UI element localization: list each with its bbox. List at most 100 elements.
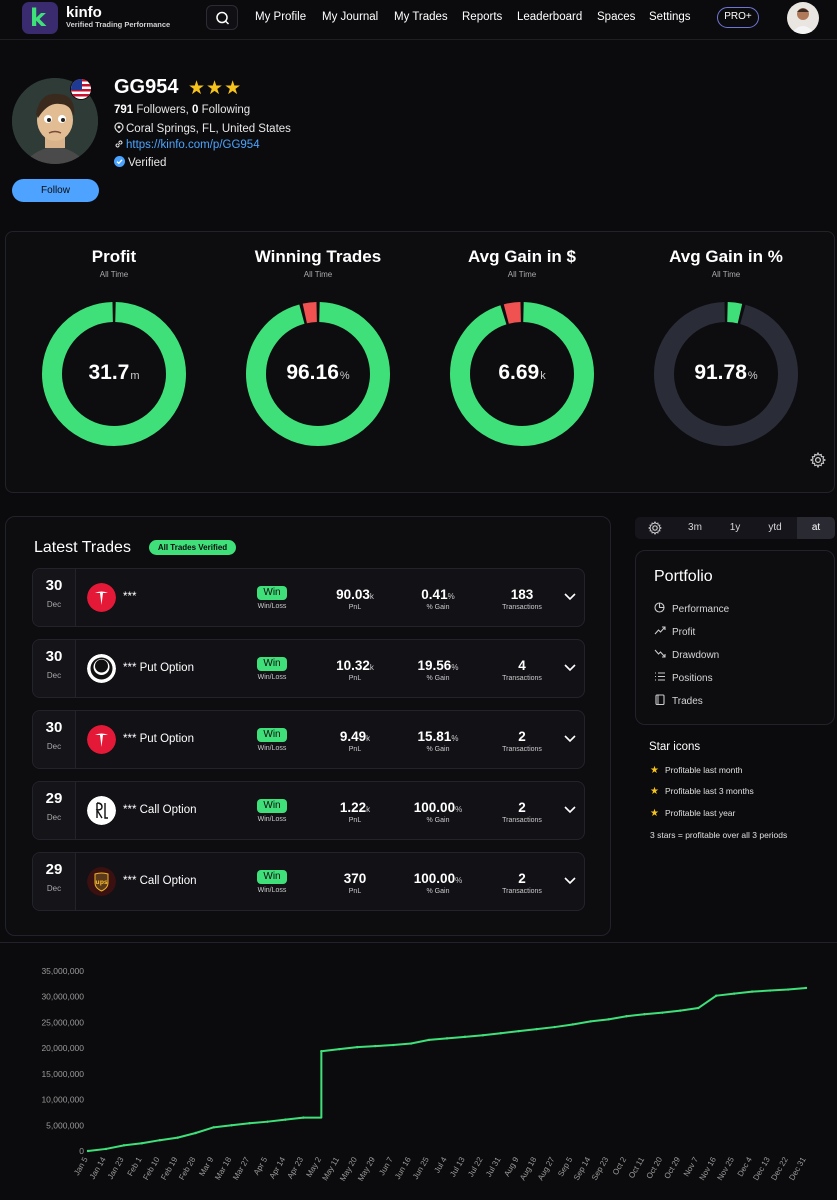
nav-my-trades[interactable]: My Trades (394, 11, 448, 23)
profit-data-point (715, 994, 718, 997)
profit-data-point (158, 1139, 161, 1142)
gain-label: % Gain (426, 604, 450, 611)
win-loss-label: Win/Loss (257, 674, 287, 681)
x-tick-label: Jul 22 (466, 1155, 485, 1178)
kinfo-logo[interactable]: k (22, 2, 58, 34)
profile-url-link[interactable]: https://kinfo.com/p/GG954 (126, 139, 260, 151)
portfolio-positions-link[interactable]: Positions (654, 671, 713, 684)
donut-track-segment (654, 302, 798, 446)
all-trades-verified-badge: All Trades Verified (149, 540, 236, 555)
x-tick-label: Jun 7 (377, 1155, 395, 1177)
timeframe-gear-icon[interactable] (641, 517, 669, 539)
trade-date: 30 Dec (33, 711, 76, 768)
transactions-value: 2 (518, 729, 526, 744)
nav-my-profile[interactable]: My Profile (255, 11, 307, 23)
expand-chevron-down-icon[interactable] (564, 664, 576, 672)
donut-winning (246, 302, 390, 446)
pro-plus-button[interactable]: PRO+ (717, 7, 759, 28)
expand-chevron-down-icon[interactable] (564, 877, 576, 885)
profit-data-point (176, 1136, 179, 1139)
trade-row[interactable]: 29 Dec ups *** Call Option Win Win/Loss … (32, 852, 585, 911)
win-badge: Win (257, 728, 287, 742)
portfolio-performance-link[interactable]: Performance (654, 602, 729, 615)
trade-row[interactable]: 29 Dec *** Call Option Win Win/Loss 1.22… (32, 781, 585, 840)
nav-leaderboard[interactable]: Leaderboard (517, 11, 583, 23)
profit-data-point (625, 1015, 628, 1018)
trade-row[interactable]: 30 Dec *** Win Win/Loss 90.03k PnL 0.41%… (32, 568, 585, 627)
star-icon: ★ (650, 808, 659, 819)
search-icon (216, 11, 230, 25)
trade-day: 29 (45, 790, 63, 807)
star-icons-note: 3 stars = profitable over all 3 periods (650, 830, 788, 840)
profit-data-point (517, 1029, 520, 1033)
following-label: Following (198, 104, 251, 116)
x-tick-label: Aug 9 (502, 1155, 521, 1178)
stat-avg-pct-unit: % (747, 370, 758, 382)
stats-settings-gear-icon[interactable] (810, 452, 826, 468)
portfolio-card (635, 550, 835, 725)
portfolio-performance-label: Performance (672, 604, 730, 615)
timeframe-at[interactable]: at (797, 517, 835, 539)
donut-avg-dollar (450, 302, 594, 446)
stats-card (5, 231, 835, 493)
y-tick-label: 25,000,000 (41, 1017, 84, 1027)
x-tick-label: Oct 29 (662, 1155, 682, 1180)
brand-name[interactable]: kinfo (66, 4, 102, 21)
verified-text: Verified (128, 157, 167, 169)
stat-profit-number: 31.7 (88, 361, 130, 384)
stat-avg-dollar-unit: k (540, 370, 546, 382)
profit-data-point (553, 1025, 556, 1029)
x-tick-label: Mar 27 (231, 1155, 252, 1182)
profit-data-point (804, 986, 808, 990)
pnl-value: 370 (320, 871, 390, 886)
pnl-label: PnL (348, 604, 362, 611)
profit-data-point (445, 1037, 449, 1040)
list-icon (655, 672, 665, 681)
nav-spaces[interactable]: Spaces (597, 11, 636, 23)
location-text: Coral Springs, FL, United States (126, 123, 291, 135)
user-avatar-icon (791, 8, 815, 34)
profit-series-line (87, 986, 807, 1152)
nav-settings[interactable]: Settings (649, 11, 691, 23)
expand-chevron-down-icon[interactable] (564, 593, 576, 601)
star-icon: ★ (650, 765, 659, 776)
trade-date: 29 Dec (33, 782, 76, 839)
pnl-number: 370 (343, 871, 367, 886)
following-count: 0 (191, 104, 199, 116)
user-avatar[interactable] (787, 2, 819, 34)
trade-row[interactable]: 30 Dec *** Put Option Win Win/Loss 9.49k… (32, 710, 585, 769)
expand-chevron-down-icon[interactable] (564, 735, 576, 743)
expand-chevron-down-icon[interactable] (564, 806, 576, 814)
nav-my-journal[interactable]: My Journal (322, 11, 379, 23)
timeframe-ytd[interactable]: ytd (768, 522, 782, 533)
donut-avg-pct (654, 302, 798, 446)
timeframe-1y[interactable]: 1y (729, 522, 741, 533)
timeframe-3m[interactable]: 3m (688, 522, 702, 533)
flag-icon (71, 79, 91, 99)
trade-ticker-name: *** (123, 591, 137, 603)
y-tick-label: 10,000,000 (41, 1095, 84, 1105)
portfolio-drawdown-link[interactable]: Drawdown (654, 648, 719, 661)
search-button[interactable] (206, 5, 238, 30)
trade-row[interactable]: 30 Dec *** Put Option Win Win/Loss 10.32… (32, 639, 585, 698)
trade-ticker-name: *** Call Option (123, 804, 197, 816)
pnl-label: PnL (348, 746, 362, 753)
portfolio-trades-link[interactable]: Trades (654, 694, 703, 707)
pnl-number: 10.32 (336, 658, 370, 673)
rating-stars: ★★★ (188, 78, 243, 99)
pnl-label: PnL (348, 817, 362, 824)
y-tick-label: 20,000,000 (41, 1043, 84, 1053)
transactions-label: Transactions (502, 675, 542, 682)
trade-ticker-name: *** Put Option (123, 662, 194, 674)
gain-unit: % (451, 663, 459, 672)
portfolio-profit-link[interactable]: Profit (654, 625, 695, 638)
stat-avg-dollar-value: 6.69k (448, 361, 596, 385)
follow-button[interactable]: Follow (12, 179, 99, 202)
profit-data-point (768, 989, 772, 992)
nav-reports[interactable]: Reports (462, 11, 503, 23)
profit-data-point (104, 1147, 108, 1151)
profit-data-point (535, 1027, 538, 1031)
trade-date: 30 Dec (33, 640, 76, 697)
x-tick-label: Jun 16 (393, 1155, 413, 1181)
followers-line: 791 Followers, 0 Following (114, 104, 250, 116)
